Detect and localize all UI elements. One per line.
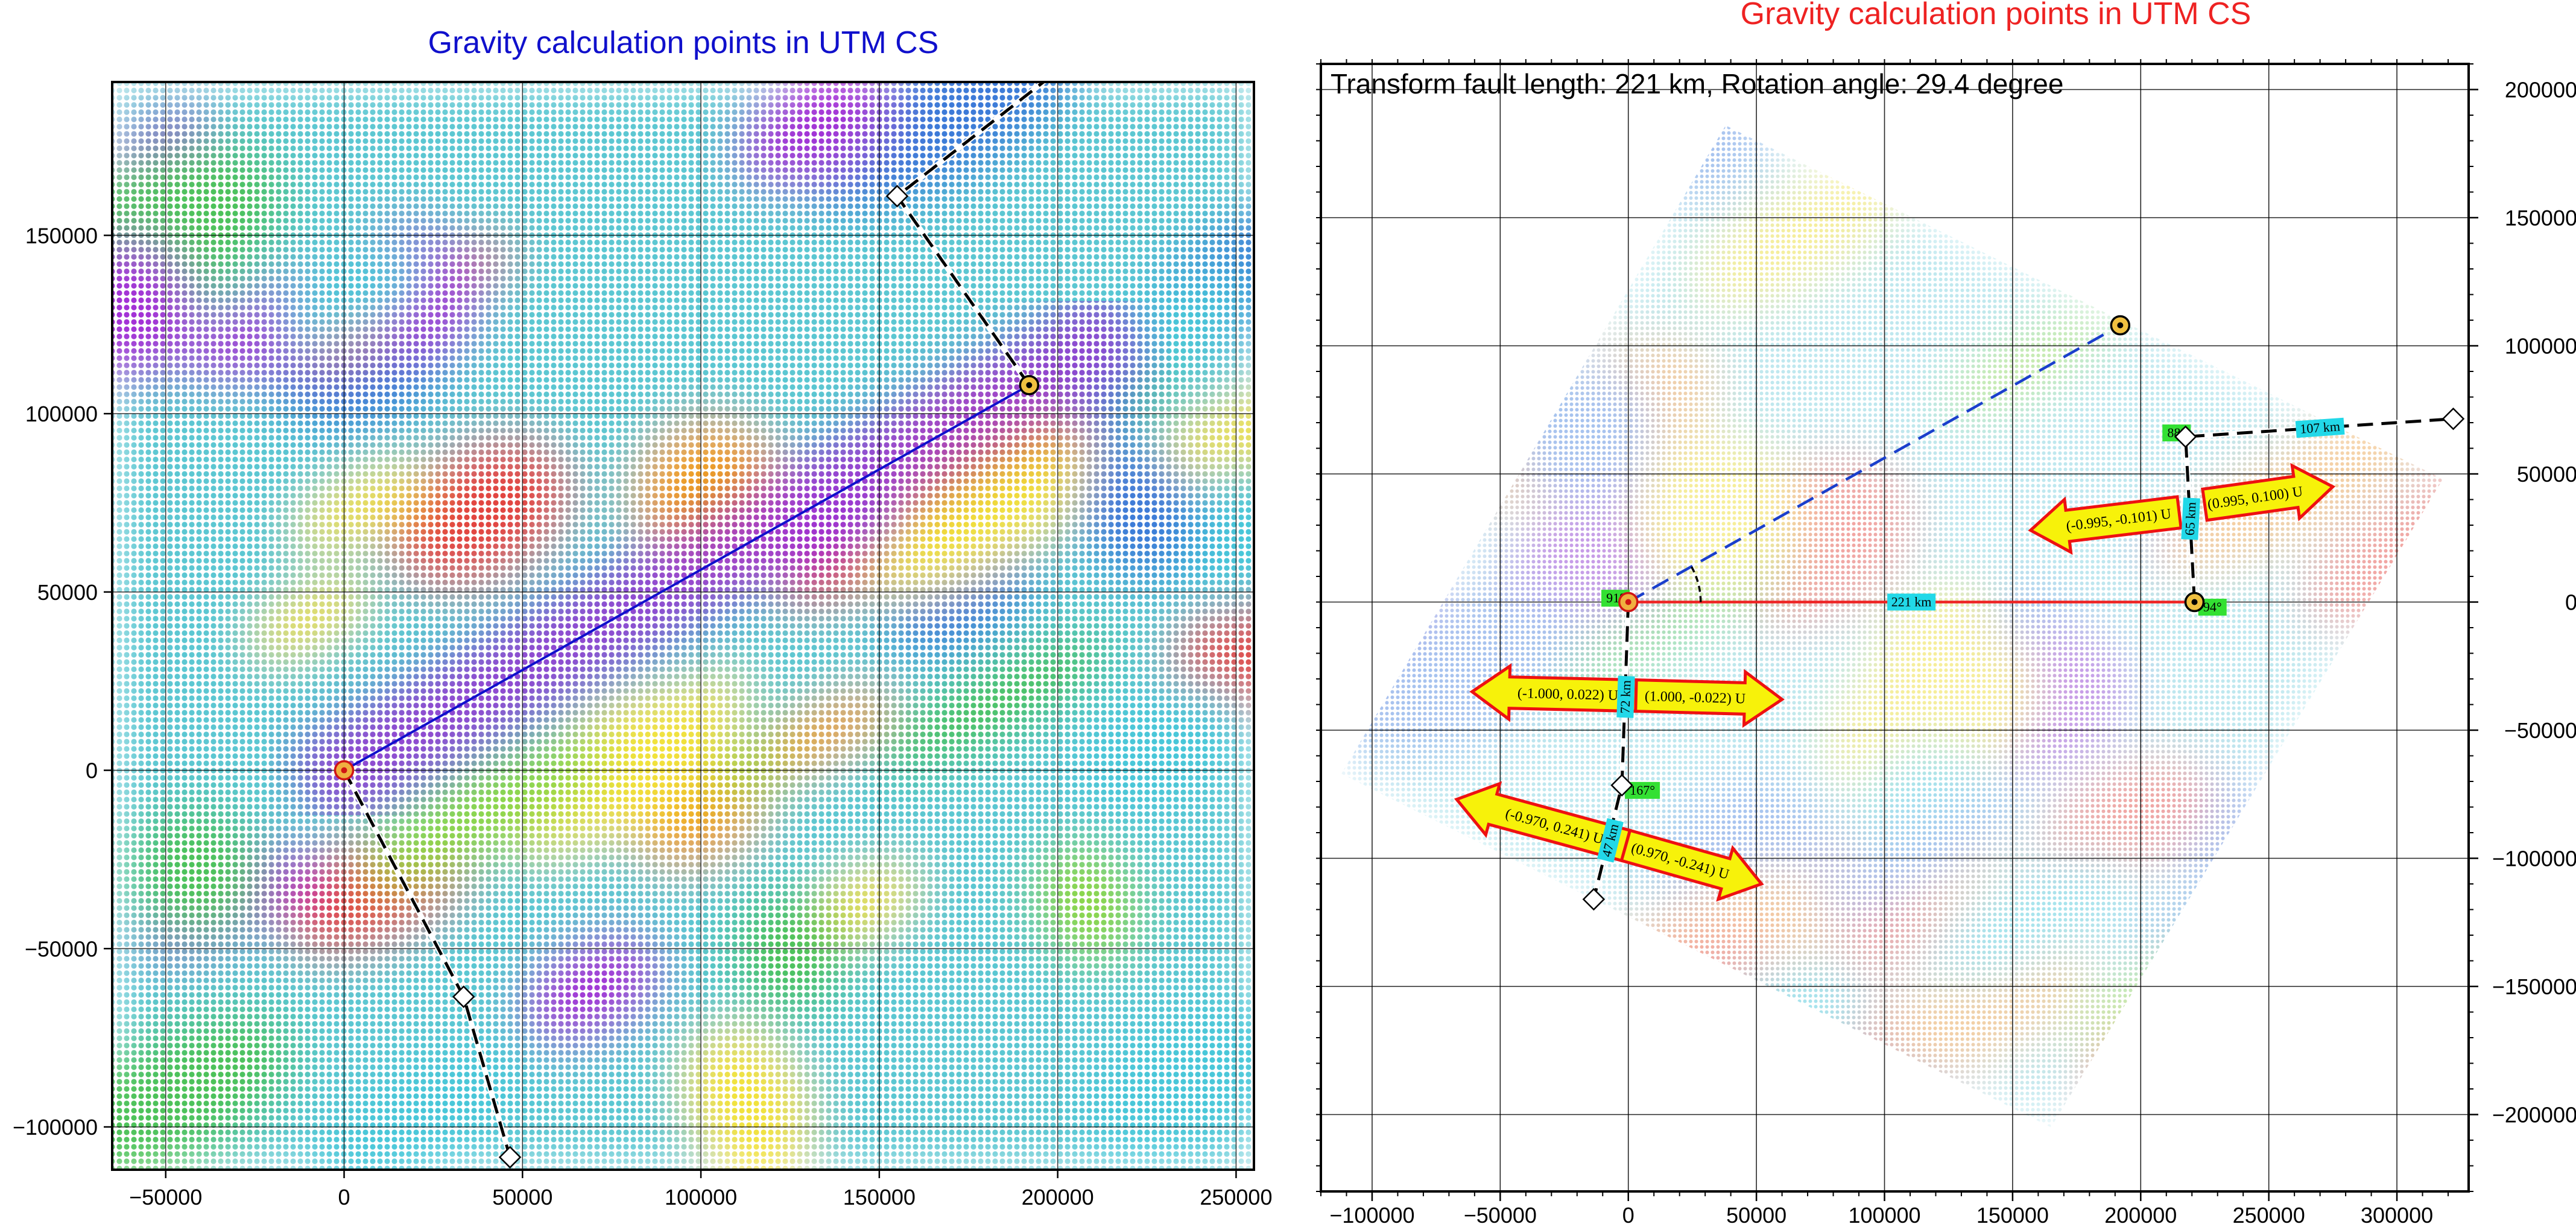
anomaly-blob <box>1302 1051 1571 1227</box>
y-tick-label: 100000 <box>2505 334 2576 359</box>
segment-length-label: 72 km <box>1616 676 1635 718</box>
ridge-tip-marker-center <box>2117 323 2123 329</box>
segment-length-label-text: 72 km <box>1618 680 1634 714</box>
segment-length-label: 107 km <box>2296 418 2345 438</box>
anomaly-blob <box>2250 139 2434 289</box>
x-tick-label: 0 <box>1622 1203 1635 1227</box>
y-tick-label: 100000 <box>25 402 98 426</box>
x-tick-label: −50000 <box>129 1185 202 1210</box>
ridge-angle-label-text: 167° <box>1630 783 1655 798</box>
ridge-tip-marker-center <box>2191 599 2197 605</box>
segment-length-label: 65 km <box>2181 497 2200 540</box>
y-tick-label: 150000 <box>2505 206 2576 230</box>
anomaly-blob <box>1406 247 1583 435</box>
y-tick-label: −50000 <box>25 936 98 961</box>
y-tick-label: −150000 <box>2492 974 2576 999</box>
right-rotated-dot-field <box>1256 0 2576 1227</box>
x-tick-label: 50000 <box>492 1185 552 1210</box>
x-tick-label: 150000 <box>1976 1203 2049 1227</box>
x-tick-label: 200000 <box>1022 1185 1094 1210</box>
left-gravity-dot-field <box>0 0 1375 1222</box>
y-tick-label: −50000 <box>2504 718 2576 743</box>
x-tick-label: 150000 <box>843 1185 916 1210</box>
anomaly-blob <box>1362 142 1529 277</box>
y-tick-label: 50000 <box>37 580 98 605</box>
x-tick-label: 300000 <box>2361 1203 2433 1227</box>
dot-field-layer <box>1256 0 2576 1227</box>
x-tick-label: −50000 <box>1464 1203 1537 1227</box>
fault-length-label: 221 km <box>1887 594 1935 611</box>
x-tick-label: 100000 <box>665 1185 737 1210</box>
ridge-tip-marker-center <box>1026 382 1032 388</box>
x-tick-label: 50000 <box>1726 1203 1786 1227</box>
x-tick-label: −100000 <box>1329 1203 1414 1227</box>
y-tick-label: −100000 <box>2492 847 2576 871</box>
velocity-arrow-label: (1.000, -0.022) U <box>1645 689 1746 707</box>
left-panel: Gravity calculation points in UTM CS −50… <box>0 0 1375 1222</box>
segment-length-label-text: 107 km <box>2299 418 2340 437</box>
rotated-field-wrap <box>1256 0 2576 1227</box>
left-chart-title: Gravity calculation points in UTM CS <box>428 25 939 60</box>
right-chart-title: Gravity calculation points in UTM CS <box>1741 0 2252 31</box>
y-tick-label: 50000 <box>2517 462 2576 487</box>
ridge-angle-label-text: 94° <box>2203 599 2222 614</box>
x-tick-label: 250000 <box>2233 1203 2305 1227</box>
ridge-tip-marker-center <box>1625 599 1631 605</box>
dot-field-blur <box>1256 0 2576 1227</box>
velocity-arrow-label: (-1.000, 0.022) U <box>1517 686 1619 704</box>
right-info-text: Transform fault length: 221 km, Rotation… <box>1331 68 2063 99</box>
x-tick-label: 250000 <box>1200 1185 1272 1210</box>
anomaly-blob <box>1275 0 1547 202</box>
diamond-marker <box>2443 409 2464 429</box>
y-tick-label: 200000 <box>2505 78 2576 103</box>
x-tick-label: 100000 <box>1848 1203 1920 1227</box>
segment-length-label-text: 65 km <box>2182 502 2199 536</box>
x-tick-label: 200000 <box>2104 1203 2177 1227</box>
y-tick-label: 0 <box>2565 590 2576 615</box>
anomaly-blob <box>1410 9 1610 195</box>
y-tick-label: −200000 <box>2492 1103 2576 1128</box>
y-tick-label: 0 <box>86 759 98 783</box>
right-panel: Gravity calculation points in UTM CS (-1… <box>1256 0 2576 1227</box>
x-tick-label: 0 <box>338 1185 350 1210</box>
fault-length-label-text: 221 km <box>1891 595 1932 610</box>
y-tick-label: 150000 <box>25 223 98 248</box>
y-tick-label: −100000 <box>13 1115 98 1140</box>
ridge-tip-marker-center <box>341 768 347 774</box>
